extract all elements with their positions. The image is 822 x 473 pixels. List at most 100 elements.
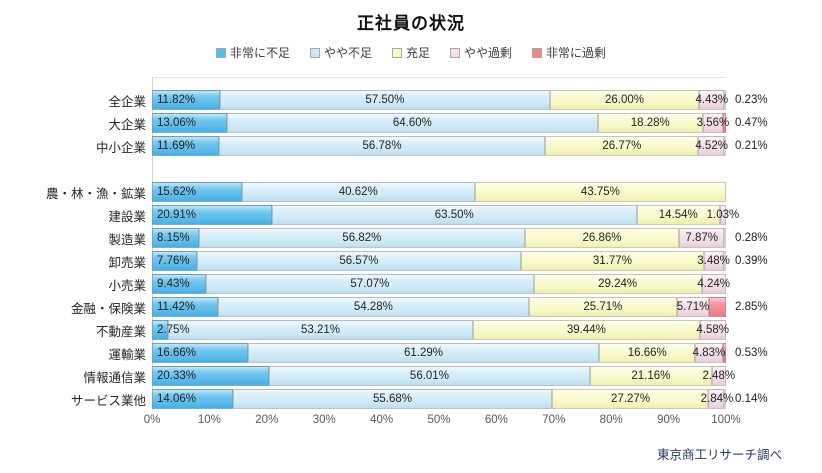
- value-label: 29.24%: [598, 278, 638, 290]
- legend-item: 非常に過剰: [532, 44, 606, 61]
- value-label: 9.43%: [157, 278, 190, 290]
- bar-segment-2: [272, 205, 637, 225]
- value-label: 56.78%: [362, 140, 402, 152]
- bar-row: サービス業他 14.06% 55.68% 27.27% 2.84% 0.14%: [0, 388, 822, 411]
- outside-value-label: 0.21%: [735, 140, 768, 152]
- bar-segment-5: [723, 113, 726, 133]
- bar-segment-2: [226, 113, 598, 133]
- legend-swatch-icon: [215, 47, 226, 58]
- value-label: 26.77%: [602, 140, 642, 152]
- bar-segment-3: [599, 343, 696, 363]
- group-spacer: [0, 158, 822, 181]
- axis-tick-label: 10%: [197, 413, 221, 426]
- bar-segment-4: [698, 136, 724, 156]
- axis-tick-label: 30%: [312, 413, 336, 426]
- bar-segment-2: [167, 320, 474, 340]
- bar-segment-5: [722, 343, 726, 363]
- value-label: 54.28%: [353, 301, 393, 313]
- value-label: 57.07%: [350, 278, 390, 290]
- value-label: 55.68%: [372, 393, 413, 405]
- bar-segment-1: [152, 90, 220, 110]
- bar-segment-1: [152, 343, 248, 363]
- value-label: 18.28%: [630, 117, 670, 129]
- bar-row: 全企業 11.82% 57.50% 26.00% 4.43% 0.23%: [0, 89, 822, 112]
- outside-value-label: 0.23%: [735, 94, 768, 106]
- bar-segment-2: [247, 343, 600, 363]
- bar-segment-4: [699, 320, 726, 340]
- bar: 7.76% 56.57% 31.77% 3.48%: [152, 251, 730, 271]
- legend-swatch-icon: [309, 47, 320, 58]
- outside-value-label: 0.14%: [735, 393, 768, 405]
- bar: 20.91% 63.50% 14.54% 1.03%: [152, 205, 739, 225]
- legend-item: やや過剰: [450, 44, 512, 61]
- bar-segment-1: [152, 228, 199, 248]
- value-label: 4.83%: [692, 347, 726, 359]
- value-label: 53.21%: [300, 324, 340, 336]
- bar-segment-1: [152, 182, 242, 202]
- bar-row: 建設業 20.91% 63.50% 14.54% 1.03%: [0, 204, 822, 227]
- category-label: 製造業: [108, 232, 146, 247]
- category-label: 建設業: [108, 209, 146, 224]
- category-label: 金融・保険業: [70, 301, 146, 316]
- bar-segment-4: [695, 343, 723, 363]
- value-label: 3.56%: [696, 117, 730, 129]
- bar-segment-5: [724, 136, 726, 156]
- legend-item: 充足: [391, 44, 430, 61]
- value-label: 26.86%: [582, 232, 622, 244]
- bar: 16.66% 61.29% 16.66% 4.83%: [152, 343, 726, 363]
- value-label: 2.75%: [157, 324, 190, 336]
- axis-tick-label: 20%: [255, 413, 279, 426]
- bar-segment-4: [698, 90, 725, 110]
- bar-segment-1: [152, 366, 269, 386]
- value-label: 27.27%: [611, 393, 651, 405]
- bar-segment-4: [678, 228, 725, 248]
- category-label: 全企業: [108, 94, 146, 109]
- value-label: 11.42%: [157, 301, 196, 313]
- legend-label: 非常に過剰: [546, 46, 607, 60]
- axis-tick-label: 40%: [370, 413, 394, 426]
- outside-value-label: 2.85%: [735, 301, 768, 313]
- bar-segment-5: [724, 389, 726, 409]
- bar: 11.82% 57.50% 26.00% 4.43%: [152, 90, 729, 110]
- bar-row: 運輸業 16.66% 61.29% 16.66% 4.83% 0.53%: [0, 342, 822, 365]
- value-label: 63.50%: [434, 209, 474, 221]
- chart-title: 正社員の状況: [357, 14, 465, 33]
- value-label: 20.91%: [157, 209, 197, 221]
- bar-segment-4: [703, 251, 724, 271]
- footer-credit: 東京商工リサーチ調べ: [656, 448, 782, 462]
- plot-rows: 全企業 11.82% 57.50% 26.00% 4.43% 0.23% 大企業 13.06%…: [0, 77, 822, 411]
- bar-segment-3: [551, 389, 708, 409]
- value-label: 14.54%: [658, 209, 698, 221]
- bar-segment-3: [529, 297, 677, 317]
- bar-segment-3: [473, 320, 700, 340]
- bar-segment-1: [152, 205, 273, 225]
- legend: 非常に不足 やや不足 充足 やや過剰 非常に過剰: [0, 44, 822, 61]
- value-label: 4.43%: [695, 94, 729, 106]
- bar-segment-2: [241, 182, 475, 202]
- bar-segment-1: [152, 389, 233, 409]
- value-label: 16.66%: [157, 347, 197, 359]
- legend-item: やや不足: [309, 44, 372, 61]
- bar: 11.42% 54.28% 25.71% 5.71%: [152, 297, 726, 317]
- axis-tick-label: 80%: [599, 413, 623, 426]
- outside-value-label: 0.47%: [735, 117, 768, 129]
- value-label: 13.06%: [157, 117, 197, 129]
- value-label: 43.75%: [580, 186, 620, 198]
- axis-tick-label: 50%: [427, 413, 451, 426]
- axis-tick-label: 90%: [657, 413, 681, 426]
- value-label: 56.57%: [339, 255, 379, 267]
- bar-segment-3: [474, 182, 726, 202]
- bar-segment-3: [590, 366, 712, 386]
- bar-segment-5: [724, 90, 727, 110]
- value-label: 4.52%: [695, 140, 728, 152]
- value-label: 2.84%: [700, 393, 734, 405]
- bar-segment-1: [152, 320, 168, 340]
- bar-row: 小売業 9.43% 57.07% 29.24% 4.24%: [0, 273, 822, 296]
- category-label: 不動産業: [95, 324, 146, 339]
- bar-segment-2: [268, 366, 591, 386]
- category-label: 農・林・漁・鉱業: [45, 186, 146, 201]
- category-label: 卸売業: [108, 255, 146, 270]
- legend-label: やや不足: [323, 46, 372, 60]
- value-label: 31.77%: [592, 255, 632, 267]
